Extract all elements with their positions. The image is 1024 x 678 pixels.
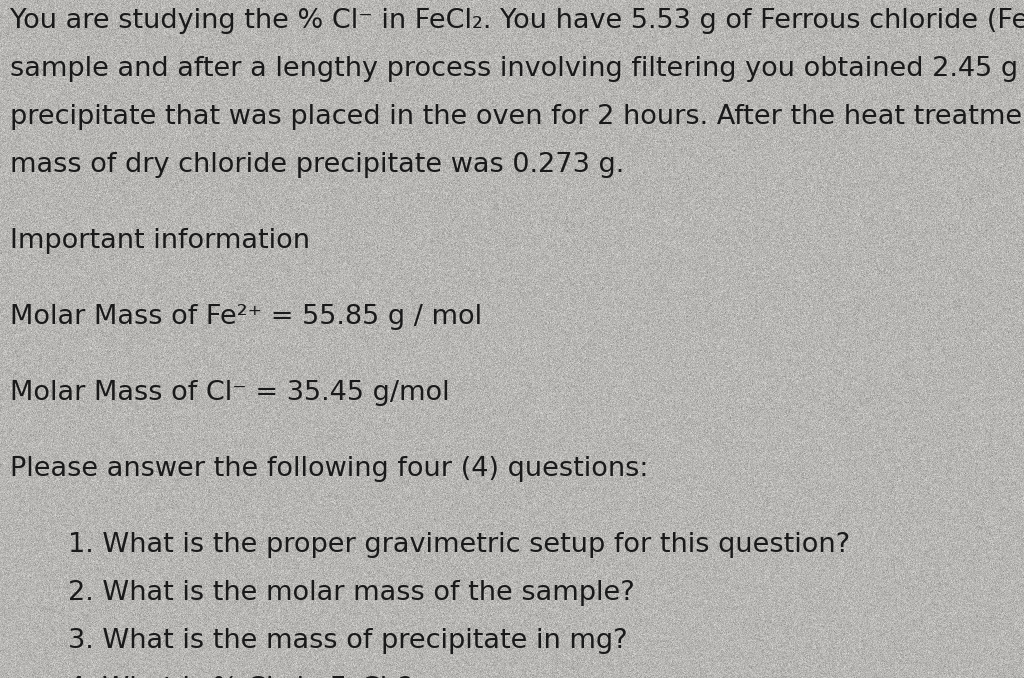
Text: 3. What is the mass of precipitate in mg?: 3. What is the mass of precipitate in mg… [68, 628, 628, 654]
Text: 1. What is the proper gravimetric setup for this question?: 1. What is the proper gravimetric setup … [68, 532, 850, 558]
Text: mass of dry chloride precipitate was 0.273 g.: mass of dry chloride precipitate was 0.2… [10, 152, 625, 178]
Text: precipitate that was placed in the oven for 2 hours. After the heat treatment th: precipitate that was placed in the oven … [10, 104, 1024, 130]
Text: Important information: Important information [10, 228, 310, 254]
Text: 4. What is % Cl⁻ in FeCl₂?: 4. What is % Cl⁻ in FeCl₂? [68, 676, 413, 678]
Text: sample and after a lengthy process involving filtering you obtained 2.45 g of we: sample and after a lengthy process invol… [10, 56, 1024, 82]
Text: 2. What is the molar mass of the sample?: 2. What is the molar mass of the sample? [68, 580, 635, 606]
Text: Molar Mass of Cl⁻ = 35.45 g/mol: Molar Mass of Cl⁻ = 35.45 g/mol [10, 380, 450, 406]
Text: Molar Mass of Fe²⁺ = 55.85 g / mol: Molar Mass of Fe²⁺ = 55.85 g / mol [10, 304, 482, 330]
Text: You are studying the % Cl⁻ in FeCl₂. You have 5.53 g of Ferrous chloride (FeCl₂): You are studying the % Cl⁻ in FeCl₂. You… [10, 8, 1024, 34]
Text: Please answer the following four (4) questions:: Please answer the following four (4) que… [10, 456, 648, 482]
